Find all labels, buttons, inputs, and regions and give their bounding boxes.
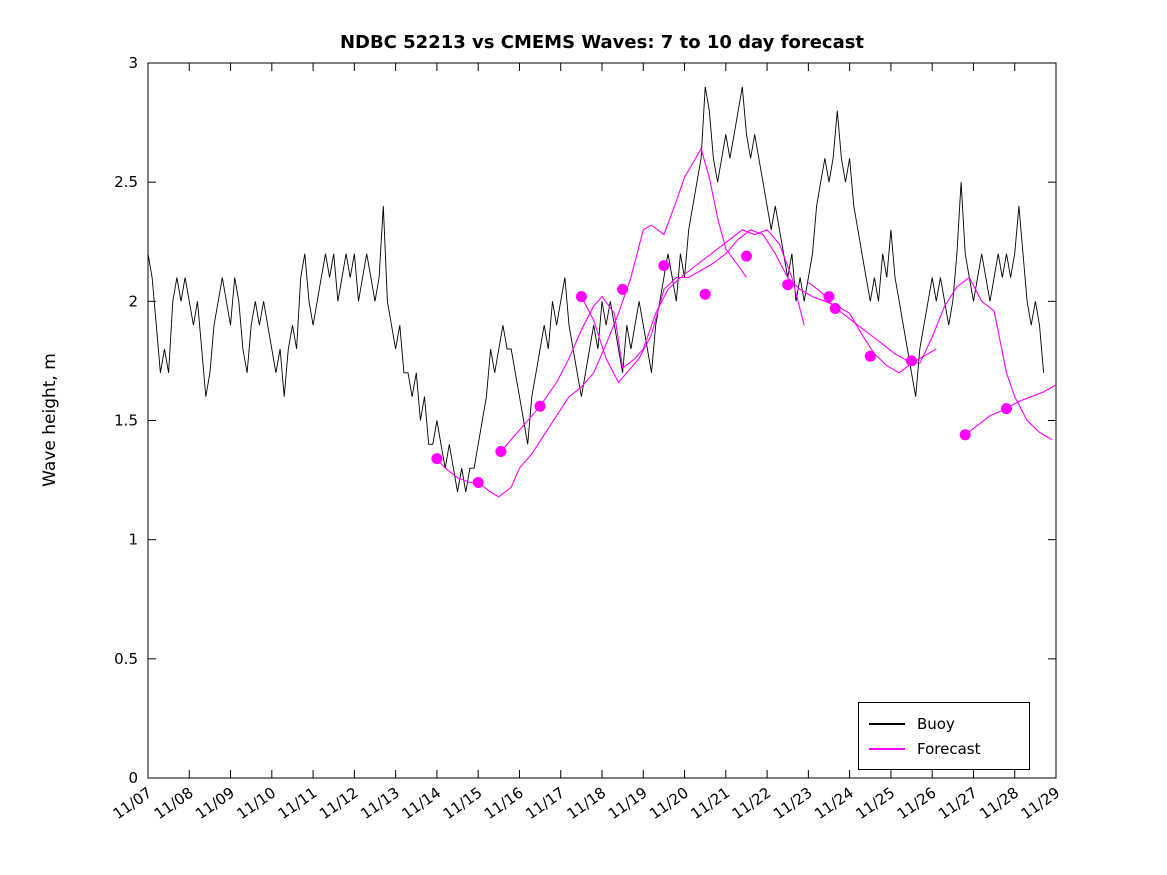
forecast-marker bbox=[1001, 403, 1012, 415]
forecast-line bbox=[436, 147, 747, 498]
forecast-marker bbox=[699, 288, 711, 300]
y-tick-label: 1 bbox=[128, 531, 138, 549]
y-tick-label: 0.5 bbox=[114, 650, 138, 668]
x-tick-label: 11/18 bbox=[564, 784, 610, 824]
x-tick-label: 11/21 bbox=[687, 784, 733, 824]
x-tick-label: 11/24 bbox=[811, 784, 857, 824]
x-tick-label: 11/17 bbox=[522, 784, 568, 824]
y-tick-label: 2 bbox=[128, 292, 138, 310]
legend-line-sample-buoy bbox=[869, 722, 905, 725]
y-tick-label: 2.5 bbox=[114, 173, 138, 191]
legend-entry-forecast: Forecast bbox=[869, 736, 1019, 761]
x-tick-label: 11/23 bbox=[770, 784, 816, 824]
forecast-marker bbox=[617, 283, 629, 295]
x-tick-label: 11/11 bbox=[275, 784, 321, 824]
legend-label-forecast: Forecast bbox=[917, 739, 981, 758]
x-tick-label: 11/14 bbox=[398, 784, 444, 824]
x-tick-label: 11/19 bbox=[605, 784, 651, 824]
x-tick-label: 11/22 bbox=[729, 784, 775, 824]
forecast-marker bbox=[472, 477, 484, 488]
x-tick-label: 11/09 bbox=[192, 784, 238, 824]
y-axis-label: Wave height, m bbox=[40, 353, 60, 487]
x-tick-label: 11/15 bbox=[440, 784, 486, 824]
x-tick-label: 11/26 bbox=[894, 784, 940, 824]
legend: Buoy Forecast bbox=[858, 702, 1030, 770]
forecast-line bbox=[500, 229, 805, 452]
legend-line-sample-forecast bbox=[869, 747, 905, 750]
x-tick-label: 11/07 bbox=[110, 784, 156, 824]
x-tick-label: 11/16 bbox=[481, 784, 527, 824]
y-tick-label: 1.5 bbox=[114, 412, 138, 430]
y-tick-label: 0 bbox=[128, 769, 138, 787]
forecast-marker bbox=[959, 429, 971, 441]
forecast-marker bbox=[906, 355, 917, 367]
forecast-line bbox=[580, 229, 937, 384]
forecast-marker bbox=[495, 446, 507, 457]
x-tick-label: 11/28 bbox=[976, 784, 1022, 824]
forecast-marker bbox=[431, 453, 443, 465]
forecast-marker bbox=[575, 291, 587, 303]
legend-entry-buoy: Buoy bbox=[869, 711, 1019, 736]
forecast-line bbox=[808, 276, 1053, 441]
buoy-line bbox=[147, 86, 1045, 493]
y-tick-label: 3 bbox=[128, 54, 138, 72]
chart-title: NDBC 52213 vs CMEMS Waves: 7 to 10 day f… bbox=[339, 32, 865, 53]
forecast-marker bbox=[829, 303, 841, 314]
x-tick-label: 11/25 bbox=[852, 784, 898, 824]
x-tick-label: 11/08 bbox=[151, 784, 197, 824]
forecast-marker bbox=[741, 250, 752, 262]
forecast-marker bbox=[864, 350, 876, 362]
x-tick-label: 11/10 bbox=[233, 784, 279, 824]
forecast-marker bbox=[823, 291, 835, 303]
forecast-marker bbox=[534, 400, 546, 412]
x-tick-label: 11/20 bbox=[646, 784, 692, 824]
x-tick-label: 11/12 bbox=[316, 784, 362, 824]
legend-label-buoy: Buoy bbox=[917, 714, 955, 733]
x-tick-label: 11/29 bbox=[1018, 784, 1064, 824]
forecast-marker bbox=[782, 279, 794, 291]
axes-box bbox=[147, 62, 1057, 779]
x-tick-label: 11/13 bbox=[357, 784, 403, 824]
forecast-marker bbox=[658, 260, 670, 272]
x-tick-label: 11/27 bbox=[935, 784, 981, 824]
forecast-line bbox=[964, 384, 1057, 436]
